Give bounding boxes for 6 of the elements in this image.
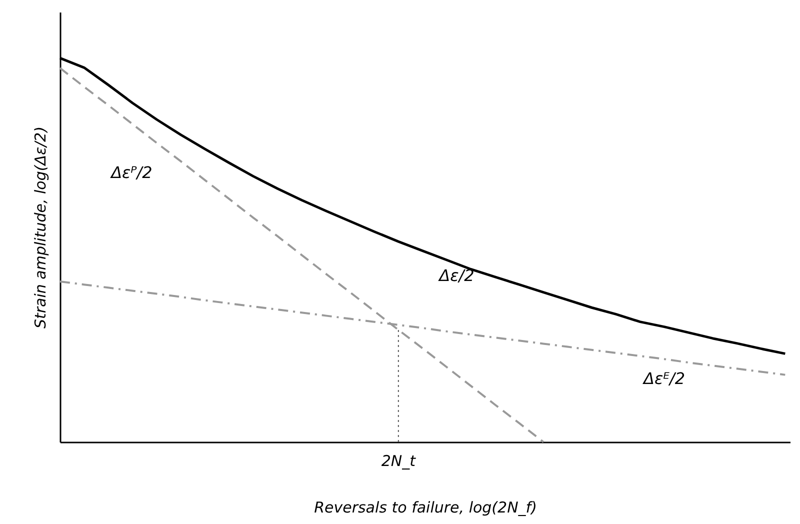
y-axis-title: Strain amplitude, log(Δε/2) xyxy=(32,126,50,329)
series-label: Δε/2 xyxy=(437,266,474,286)
x-axis-title: Reversals to failure, log(2N_f) xyxy=(314,498,537,516)
series-label: Δεᴱ/2 xyxy=(642,369,686,388)
series-label: Δεᴾ/2 xyxy=(109,162,152,182)
text: 2N_t xyxy=(381,452,417,470)
